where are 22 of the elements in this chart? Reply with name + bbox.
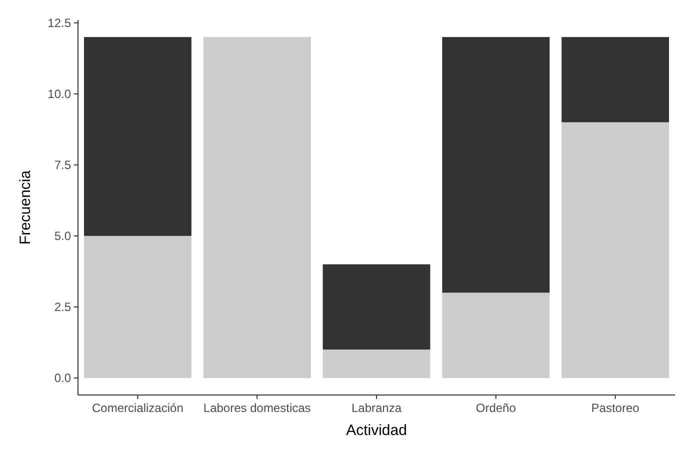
x-tick-label: Comercialización bbox=[92, 401, 184, 415]
x-tick-label: Labores domesticas bbox=[203, 401, 311, 415]
bar bbox=[322, 264, 430, 350]
x-tick-label: Labranza bbox=[351, 401, 402, 415]
x-tick-label: Ordeño bbox=[476, 401, 516, 415]
y-tick-label: 7.5 bbox=[54, 158, 72, 172]
y-axis-title: Frecuencia bbox=[17, 170, 34, 245]
x-axis-title: Actividad bbox=[346, 422, 407, 439]
y-tick-label: 0.0 bbox=[54, 371, 72, 386]
bar bbox=[562, 37, 670, 122]
y-tick-label: 12.5 bbox=[48, 16, 72, 30]
y-tick-label: 2.5 bbox=[54, 300, 72, 314]
bar bbox=[203, 37, 311, 378]
bar bbox=[322, 350, 430, 378]
bar bbox=[84, 37, 192, 236]
y-tick-label: 10.0 bbox=[48, 87, 72, 102]
bar bbox=[562, 122, 670, 378]
x-tick-label: Pastoreo bbox=[591, 401, 640, 415]
bar bbox=[442, 292, 550, 378]
bar bbox=[442, 37, 550, 293]
y-tick-label: 5.0 bbox=[54, 229, 72, 244]
bar bbox=[84, 236, 192, 378]
